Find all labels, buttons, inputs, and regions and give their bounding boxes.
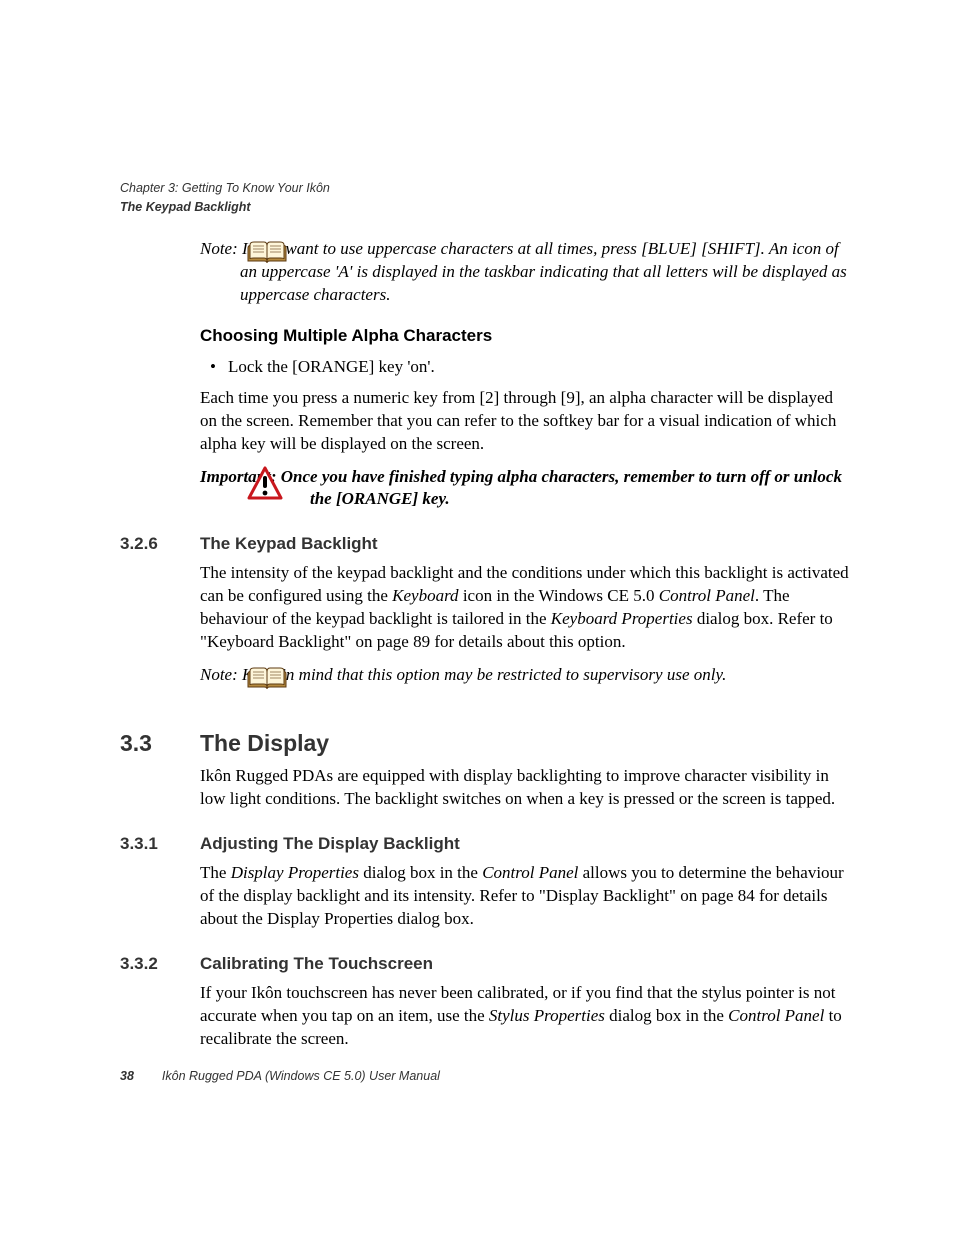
open-book-icon xyxy=(246,664,296,701)
section-326-body: The intensity of the keypad backlight an… xyxy=(120,562,854,654)
page-number: 38 xyxy=(120,1069,134,1083)
section-33-heading: 3.3 The Display xyxy=(120,728,854,759)
section-326-heading: 3.2.6 The Keypad Backlight xyxy=(120,533,854,556)
section-332-body: If your Ikôn touchscreen has never been … xyxy=(120,982,854,1051)
note-label: Note: xyxy=(200,239,238,258)
paragraph: The intensity of the keypad backlight an… xyxy=(200,562,854,654)
section-title: The Display xyxy=(200,728,329,759)
note-block: Note: Keep in mind that this option may … xyxy=(120,664,854,698)
page-footer: 38 Ikôn Rugged PDA (Windows CE 5.0) User … xyxy=(120,1068,440,1085)
document-page: Chapter 3: Getting To Know Your Ikôn The… xyxy=(0,0,954,1235)
page-content: Note: If you want to use uppercase chara… xyxy=(120,238,854,1050)
section-title: Calibrating The Touchscreen xyxy=(200,953,433,976)
section-331-body: The Display Properties dialog box in the… xyxy=(120,862,854,931)
section-number: 3.3.2 xyxy=(120,953,200,976)
paragraph: If your Ikôn touchscreen has never been … xyxy=(200,982,854,1051)
section-332-heading: 3.3.2 Calibrating The Touchscreen xyxy=(120,953,854,976)
note-text: Note: Keep in mind that this option may … xyxy=(240,664,854,687)
note-label: Note: xyxy=(200,665,238,684)
running-header: Chapter 3: Getting To Know Your Ikôn The… xyxy=(120,180,330,216)
section-number: 3.2.6 xyxy=(120,533,200,556)
header-section: The Keypad Backlight xyxy=(120,199,330,216)
section-33-body: Ikôn Rugged PDAs are equipped with displ… xyxy=(120,765,854,811)
note-block: Note: If you want to use uppercase chara… xyxy=(120,238,854,307)
open-book-icon xyxy=(246,238,296,275)
paragraph: The Display Properties dialog box in the… xyxy=(200,862,854,931)
important-body: Once you have finished typing alpha char… xyxy=(277,467,842,509)
footer-title: Ikôn Rugged PDA (Windows CE 5.0) User Ma… xyxy=(162,1069,440,1083)
section-331-heading: 3.3.1 Adjusting The Display Backlight xyxy=(120,833,854,856)
section-number: 3.3 xyxy=(120,728,200,759)
bullet-item: Lock the [ORANGE] key 'on'. xyxy=(200,356,854,379)
heading-choosing: Choosing Multiple Alpha Characters xyxy=(200,325,854,348)
section-title: Adjusting The Display Backlight xyxy=(200,833,460,856)
section-number: 3.3.1 xyxy=(120,833,200,856)
header-chapter: Chapter 3: Getting To Know Your Ikôn xyxy=(120,180,330,197)
important-text: Important: Once you have finished typing… xyxy=(310,466,854,512)
section-title: The Keypad Backlight xyxy=(200,533,378,556)
paragraph: Each time you press a numeric key from [… xyxy=(200,387,854,456)
paragraph: Ikôn Rugged PDAs are equipped with displ… xyxy=(200,765,854,811)
warning-triangle-icon xyxy=(246,466,296,507)
note-body: Keep in mind that this option may be res… xyxy=(238,665,727,684)
subsection-choosing: Choosing Multiple Alpha Characters Lock … xyxy=(120,325,854,456)
note-body: If you want to use uppercase characters … xyxy=(238,239,847,304)
note-text: Note: If you want to use uppercase chara… xyxy=(240,238,854,307)
important-block: Important: Once you have finished typing… xyxy=(120,466,854,512)
